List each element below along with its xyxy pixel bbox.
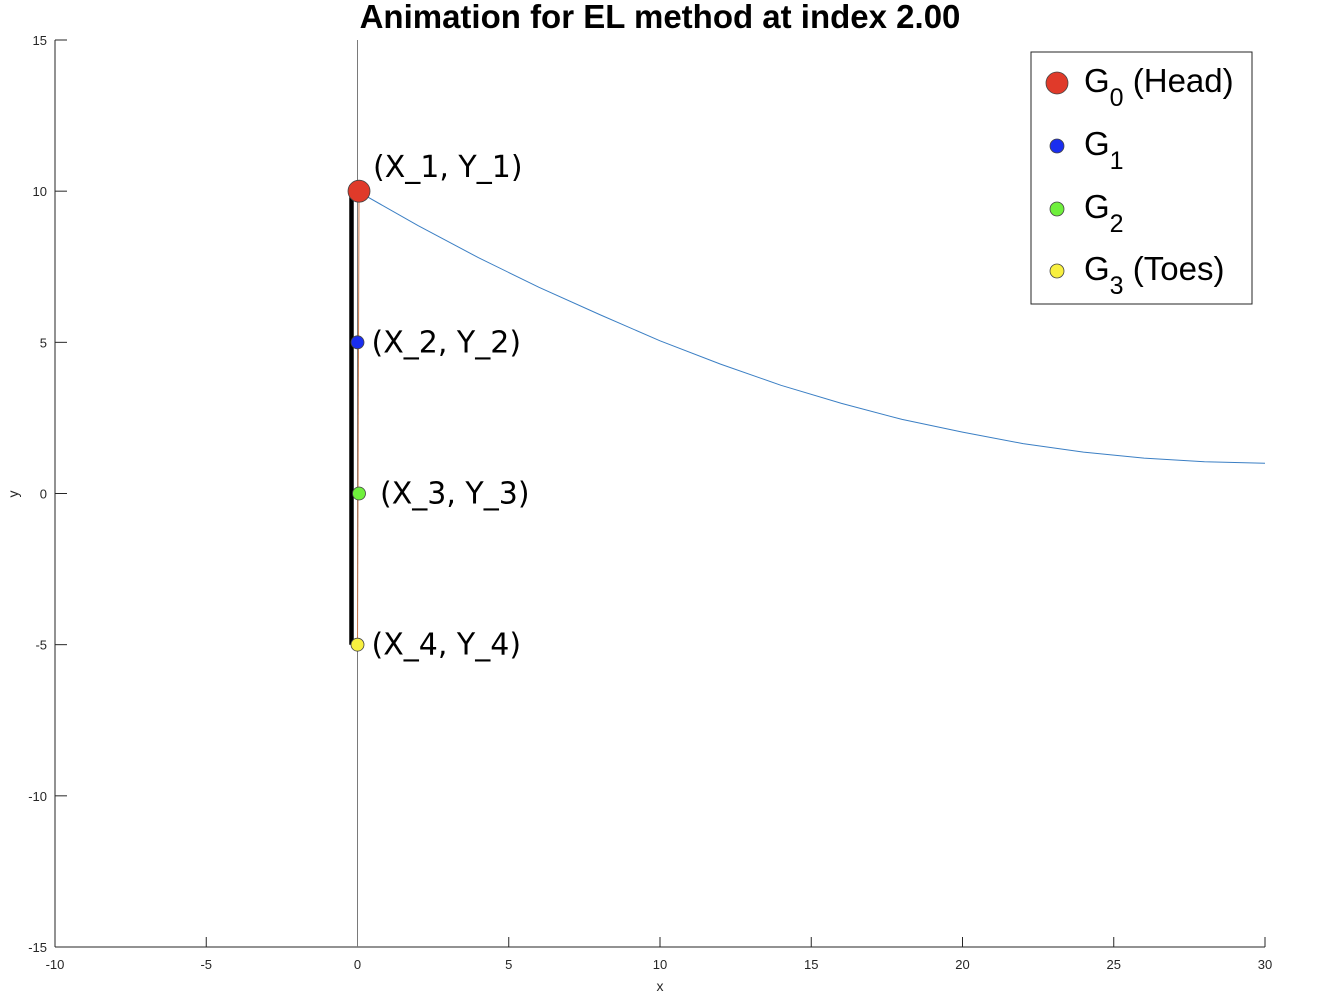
legend-label: G0 (Head) xyxy=(1084,62,1234,112)
legend-marker xyxy=(1045,71,1069,95)
x-tick-label: 10 xyxy=(653,957,667,972)
legend-label: G1 xyxy=(1084,125,1124,175)
point-label: (X_3, Y_3) xyxy=(380,477,530,512)
x-tick-label: 25 xyxy=(1107,957,1121,972)
link-segment xyxy=(357,191,360,645)
point-label: (X_1, Y_1) xyxy=(373,150,523,185)
legend-label-base: G xyxy=(1084,250,1110,287)
x-tick-label: 15 xyxy=(804,957,818,972)
point-marker xyxy=(352,486,366,501)
legend-marker xyxy=(1049,138,1065,154)
x-tick-label: 20 xyxy=(955,957,969,972)
x-tick-label: 5 xyxy=(505,957,512,972)
x-tick-label: 30 xyxy=(1258,957,1272,972)
point-label: (X_2, Y_2) xyxy=(372,325,522,360)
legend-box xyxy=(1030,51,1253,305)
point-marker xyxy=(350,335,365,350)
y-axis-label: y xyxy=(5,491,21,498)
x-tick-label: 0 xyxy=(354,957,361,972)
legend-label-subscript: 2 xyxy=(1110,210,1124,238)
y-tick-label: -10 xyxy=(28,789,47,804)
legend-label-base: G xyxy=(1084,125,1110,162)
y-tick-label: 0 xyxy=(40,487,47,502)
point-label: (X_4, Y_4) xyxy=(372,628,522,663)
legend-marker xyxy=(1049,201,1065,217)
x-tick-label: -10 xyxy=(46,957,65,972)
plot-area: (X_1, Y_1) (X_2, Y_2) (X_3, Y_3) (X_4, Y_4) xyxy=(347,40,1266,947)
point-marker xyxy=(347,179,371,203)
y-tick-label: -5 xyxy=(35,638,47,653)
x-tick-label: -5 xyxy=(200,957,212,972)
x-axis-label: x xyxy=(657,978,664,994)
legend-label: G2 xyxy=(1084,188,1124,238)
point-marker xyxy=(350,637,365,652)
legend-label-suffix: (Toes) xyxy=(1124,250,1225,287)
legend-marker xyxy=(1049,263,1065,279)
legend-label-base: G xyxy=(1084,62,1110,99)
legend-label-suffix: (Head) xyxy=(1124,62,1234,99)
legend-label: G3 (Toes) xyxy=(1084,250,1224,300)
legend-label-subscript: 0 xyxy=(1110,84,1124,112)
y-tick-label: 15 xyxy=(33,33,47,48)
legend-label-base: G xyxy=(1084,188,1110,225)
legend-label-subscript: 3 xyxy=(1110,272,1124,300)
chart-title: Animation for EL method at index 2.00 xyxy=(360,0,961,35)
legend-label-subscript: 1 xyxy=(1110,147,1124,175)
trajectory-line xyxy=(357,190,1266,464)
y-tick-label: -15 xyxy=(28,940,47,955)
y-tick-label: 5 xyxy=(40,335,47,350)
y-tick-label: 10 xyxy=(33,184,47,199)
